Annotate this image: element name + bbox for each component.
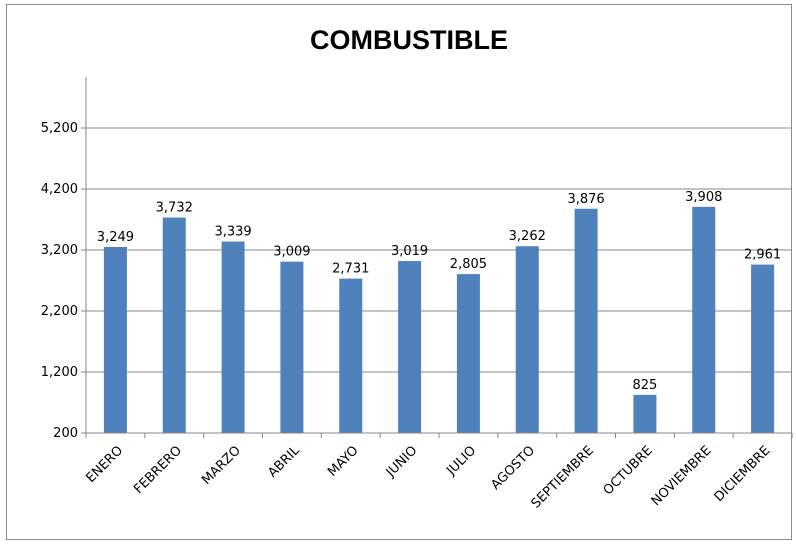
y-tick-label: 5,200: [41, 121, 78, 136]
data-label: 2,731: [332, 262, 369, 277]
x-tick-label: MARZO: [199, 443, 244, 488]
data-label: 3,339: [214, 225, 251, 240]
bar-diciembre: [751, 264, 775, 433]
bar-junio: [398, 261, 422, 433]
bar-agosto: [515, 246, 539, 433]
y-tick-label: 2,200: [41, 304, 78, 319]
x-tick-label: DICIEMBRE: [712, 443, 774, 505]
data-label: 3,249: [97, 230, 134, 245]
bar-abril: [280, 261, 304, 433]
data-label: 3,009: [273, 245, 310, 260]
bars: [103, 206, 775, 433]
x-tick-label: OCTUBRE: [601, 443, 656, 498]
bar-mayo: [339, 278, 363, 433]
bar-septiembre: [574, 208, 598, 433]
bar-octubre: [633, 394, 657, 433]
data-label: 3,262: [509, 229, 546, 244]
bar-febrero: [162, 217, 186, 433]
x-tick-label: MAYO: [325, 443, 361, 479]
data-label: 3,732: [156, 201, 193, 216]
data-label: 825: [633, 378, 658, 393]
bar-chart: COMBUSTIBLE 200 1,200 2,200 3,200 4,200 5,200…: [41, 25, 793, 512]
gridlines: [86, 127, 792, 373]
data-label: 3,876: [567, 192, 604, 207]
y-tick-label: 200: [53, 426, 78, 441]
y-tick-label: 3,200: [41, 243, 78, 258]
data-label: 2,961: [744, 248, 781, 263]
chart-title: COMBUSTIBLE: [310, 25, 508, 55]
x-tick-label: ENERO: [84, 443, 127, 486]
x-tick-label: FEBRERO: [131, 443, 185, 497]
x-tick-label: SEPTIEMBRE: [529, 443, 597, 511]
chart-frame: COMBUSTIBLE 200 1,200 2,200 3,200 4,200 5,200…: [6, 4, 793, 540]
data-label: 3,908: [685, 190, 722, 205]
x-tick-label: NOVIEMBRE: [649, 443, 715, 509]
x-tick-label: ABRIL: [265, 443, 303, 481]
y-tick-label: 1,200: [41, 365, 78, 380]
y-tick-label: 4,200: [41, 182, 78, 197]
bar-marzo: [221, 241, 245, 433]
bar-noviembre: [692, 206, 716, 433]
bar-julio: [456, 274, 480, 433]
data-label: 3,019: [391, 244, 428, 259]
data-label: 2,805: [450, 257, 487, 272]
x-axis-ticks: ENERO FEBRERO MARZO ABRIL MAYO JUNIO JULIO AGOS…: [84, 433, 793, 512]
x-tick-label: JULIO: [443, 443, 479, 479]
x-tick-label: JUNIO: [383, 443, 421, 481]
x-tick-label: AGOSTO: [488, 443, 538, 493]
axes: [85, 77, 792, 434]
bar-enero: [103, 247, 127, 433]
data-labels: 3,249 3,732 3,339 3,009 2,731 3,019 2,805 3,262…: [97, 190, 781, 393]
y-axis-ticks: 200 1,200 2,200 3,200 4,200 5,200: [41, 121, 86, 441]
